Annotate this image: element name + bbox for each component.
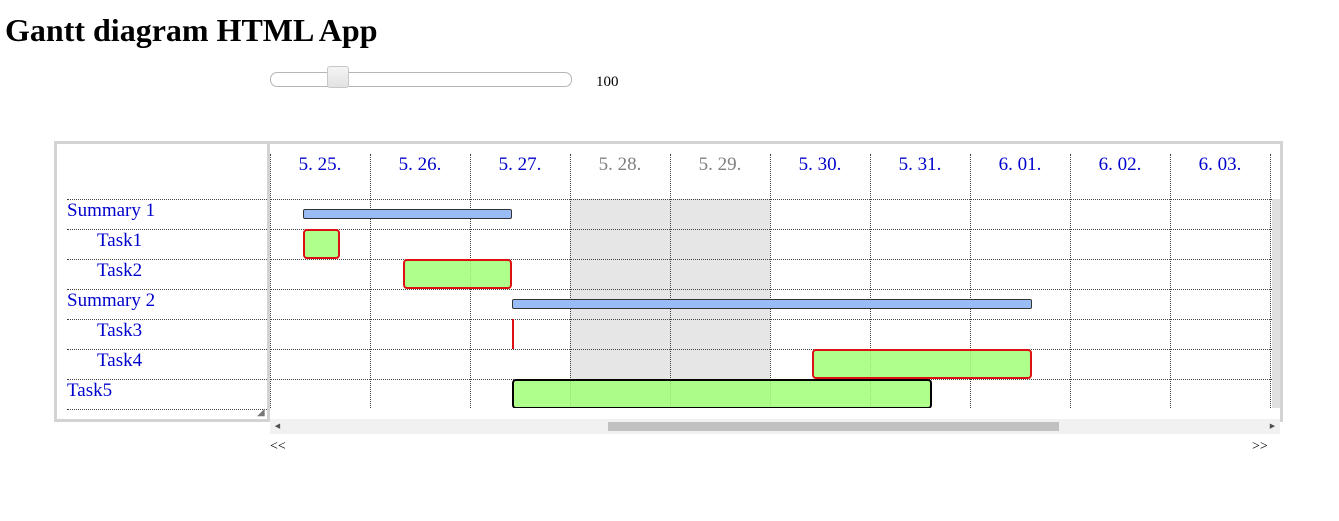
date-header: 5. 31. <box>898 154 942 175</box>
chart-edge-shade <box>1272 199 1280 408</box>
row-name-task4[interactable]: Task4 <box>97 350 143 371</box>
date-header: 6. 02. <box>1098 154 1142 175</box>
scroll-left-icon[interactable]: ◀ <box>274 422 281 430</box>
date-header: 5. 28. <box>598 154 642 175</box>
row-gridline <box>67 259 267 260</box>
row-name-task3[interactable]: Task3 <box>97 320 143 341</box>
row-gridline <box>270 199 1280 200</box>
row-name-summary-1[interactable]: Summary 1 <box>67 200 156 221</box>
row-gridline <box>270 289 1280 290</box>
day-gridline <box>870 154 871 408</box>
row-name-summary-2[interactable]: Summary 2 <box>67 290 156 311</box>
day-gridline <box>570 154 571 408</box>
horizontal-scrollbar[interactable]: ◀ ▶ <box>270 419 1280 434</box>
date-header: 6. 03. <box>1198 154 1242 175</box>
row-gridline <box>67 289 267 290</box>
resize-grip-icon[interactable]: ◢ <box>257 407 265 418</box>
day-gridline <box>970 154 971 408</box>
row-gridline <box>67 379 267 380</box>
prev-period-button[interactable]: << <box>270 439 286 454</box>
row-name-task5[interactable]: Task5 <box>67 380 113 401</box>
day-gridline <box>370 154 371 408</box>
summary-bar[interactable] <box>512 299 1032 309</box>
row-gridline <box>270 229 1280 230</box>
row-gridline <box>270 259 1280 260</box>
scroll-right-icon[interactable]: ▶ <box>1269 422 1276 430</box>
row-name-task1[interactable]: Task1 <box>97 230 143 251</box>
day-gridline <box>270 154 271 408</box>
task-names-panel: Summary 1 Task1 Task2 Summary 2 Task3 Task4 Ta… <box>57 144 267 419</box>
date-header: 5. 27. <box>498 154 542 175</box>
task-bar[interactable] <box>403 259 512 289</box>
row-gridline <box>67 229 267 230</box>
summary-bar[interactable] <box>303 209 512 219</box>
date-header: 6. 01. <box>998 154 1042 175</box>
task-bar[interactable] <box>512 379 932 408</box>
day-gridline <box>670 154 671 408</box>
date-header: 5. 25. <box>298 154 342 175</box>
row-gridline <box>67 349 267 350</box>
task-bar[interactable] <box>303 229 340 259</box>
scrollbar-thumb[interactable] <box>608 422 1060 431</box>
date-header: 5. 30. <box>798 154 842 175</box>
day-gridline <box>770 154 771 408</box>
row-name-task2[interactable]: Task2 <box>97 260 143 281</box>
panel-splitter[interactable] <box>267 144 270 419</box>
task-bar[interactable] <box>812 349 1032 379</box>
date-header: 5. 29. <box>698 154 742 175</box>
page-title: Gantt diagram HTML App <box>5 12 378 48</box>
next-period-button[interactable]: >> <box>1252 439 1268 454</box>
row-gridline <box>67 319 267 320</box>
zoom-slider-thumb[interactable] <box>327 66 349 88</box>
row-gridline <box>67 409 267 410</box>
date-header: 5. 26. <box>398 154 442 175</box>
day-gridline <box>1270 154 1271 408</box>
zoom-value: 100 <box>596 74 619 90</box>
row-gridline <box>67 199 267 200</box>
row-gridline <box>270 319 1280 320</box>
zoom-slider-track[interactable] <box>270 72 572 87</box>
row-gridline <box>270 349 1280 350</box>
day-gridline <box>1070 154 1071 408</box>
day-gridline <box>1170 154 1171 408</box>
gantt-chart: 5. 25. 5. 26. 5. 27. 5. 28. 5. 29. 5. 30. 5. 3… <box>270 144 1280 408</box>
milestone-bar[interactable] <box>512 319 514 349</box>
